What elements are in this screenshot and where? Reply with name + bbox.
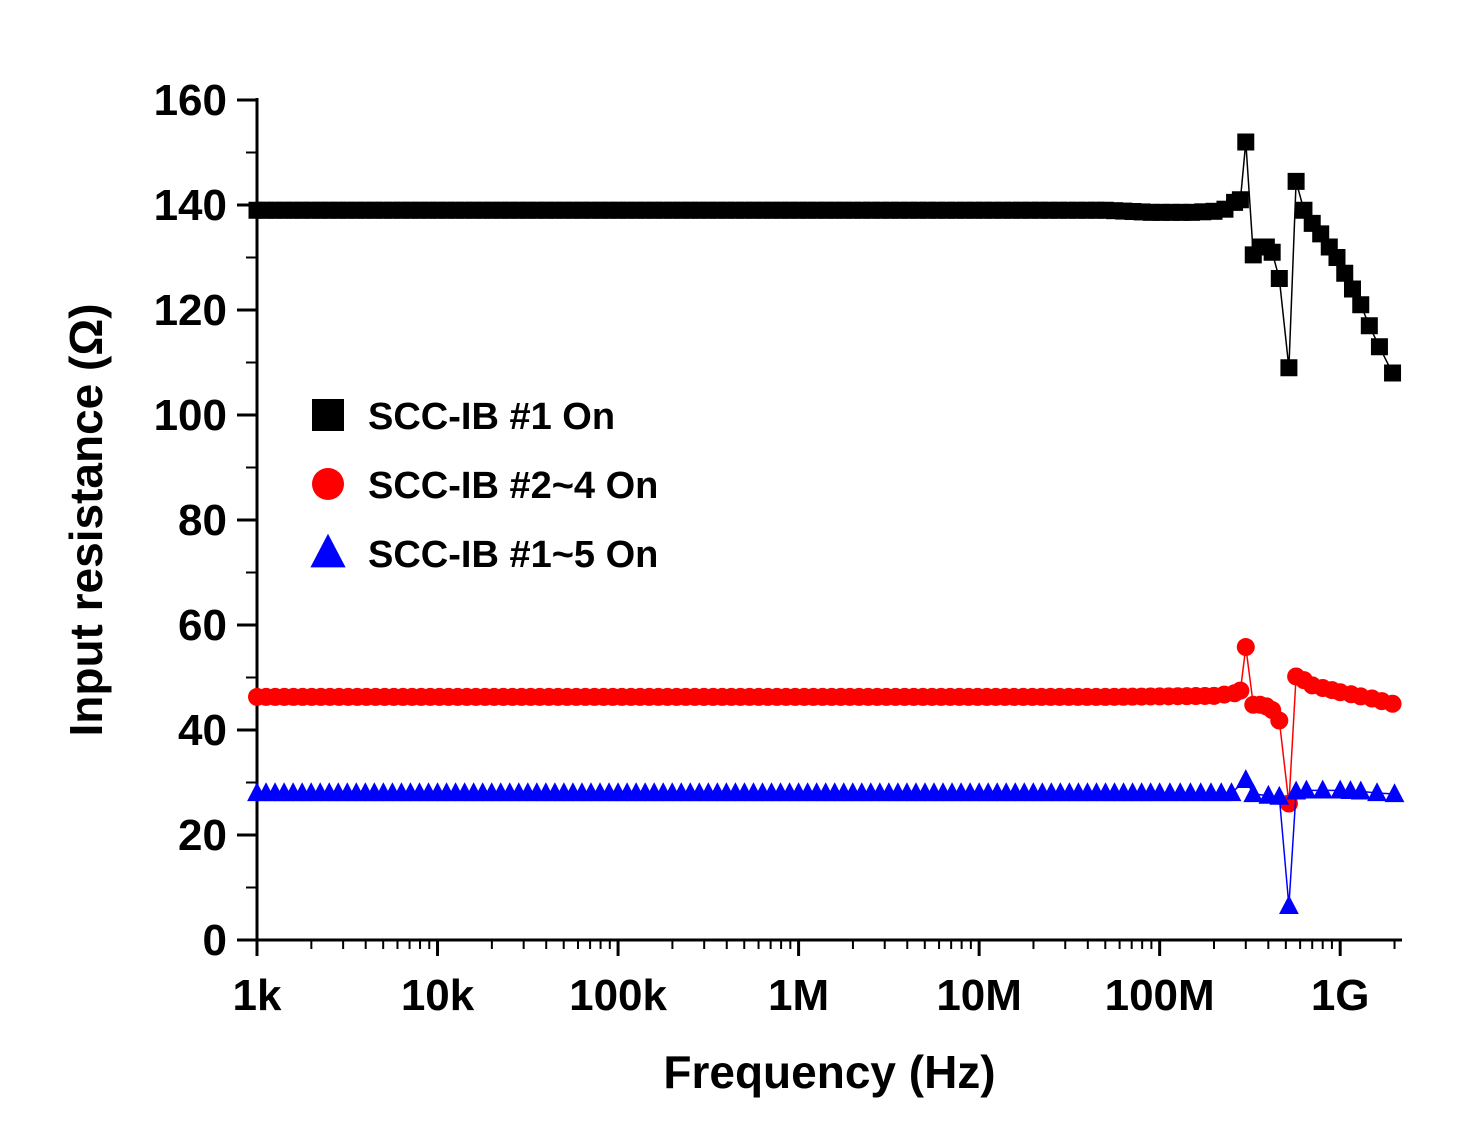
legend-label: SCC-IB #1 On	[368, 396, 615, 438]
y-tick-label: 100	[154, 391, 227, 440]
y-tick-label: 120	[154, 286, 227, 335]
data-point	[1312, 225, 1330, 243]
legend-label: SCC-IB #1~5 On	[368, 534, 658, 576]
series-2	[248, 638, 1402, 813]
data-point	[1360, 317, 1378, 335]
data-point	[1343, 280, 1361, 298]
data-point	[1279, 895, 1299, 914]
y-axis-title: Input resistance (Ω)	[60, 303, 112, 736]
series-1	[248, 133, 1402, 382]
data-point	[1287, 172, 1305, 190]
data-point	[1328, 249, 1346, 266]
x-tick-label: 100M	[1105, 971, 1215, 1020]
data-point	[1231, 191, 1249, 209]
data-point	[1221, 782, 1242, 802]
series-3	[247, 769, 1405, 914]
data-point	[1370, 338, 1388, 356]
x-tick-label: 10k	[401, 971, 475, 1020]
data-point	[1352, 296, 1370, 314]
x-tick-label: 1k	[233, 971, 282, 1020]
data-point	[1231, 681, 1250, 700]
data-point	[1384, 783, 1405, 803]
series-layer	[247, 133, 1405, 914]
data-point	[1336, 264, 1354, 282]
x-tick-label: 100k	[569, 971, 667, 1020]
data-point	[1280, 359, 1298, 377]
data-point	[1350, 780, 1371, 800]
data-point	[1367, 782, 1387, 802]
data-point	[1269, 785, 1290, 805]
x-tick-label: 1M	[768, 971, 829, 1020]
x-axis-title: Frequency (Hz)	[663, 1046, 995, 1098]
series-line	[257, 646, 1393, 804]
data-point	[1384, 364, 1402, 382]
y-tick-label: 60	[178, 601, 227, 650]
legend-marker	[310, 533, 346, 568]
axes: 0 20 40 60 80 100 120 140 160 1k 10k 100k 1M 10M 100M 1…	[154, 76, 1402, 1020]
data-point	[1383, 694, 1402, 713]
data-point	[1270, 711, 1289, 730]
data-point	[1270, 270, 1288, 287]
y-tick-label: 80	[178, 496, 227, 545]
data-point	[1236, 638, 1255, 657]
legend-marker	[312, 468, 344, 500]
y-tick-label: 160	[154, 76, 227, 125]
x-tick-label: 1G	[1311, 971, 1370, 1020]
data-point	[1235, 769, 1256, 788]
y-tick-label: 40	[178, 706, 227, 755]
data-point	[1243, 783, 1264, 803]
y-tick-label: 140	[154, 181, 227, 230]
series-line	[257, 141, 1394, 374]
data-point	[1312, 779, 1333, 799]
data-point	[1296, 779, 1317, 799]
y-tick-label: 20	[178, 811, 227, 860]
data-point	[1237, 133, 1255, 151]
legend-label: SCC-IB #2~4 On	[368, 465, 658, 507]
y-tick-label: 0	[203, 916, 227, 965]
legend-marker	[312, 399, 344, 431]
x-tick-label: 10M	[936, 971, 1022, 1020]
data-point	[1263, 243, 1281, 261]
legend: SCC-IB #1 On SCC-IB #2~4 On SCC-IB #1~5 On	[310, 396, 658, 576]
data-point	[1295, 201, 1313, 219]
